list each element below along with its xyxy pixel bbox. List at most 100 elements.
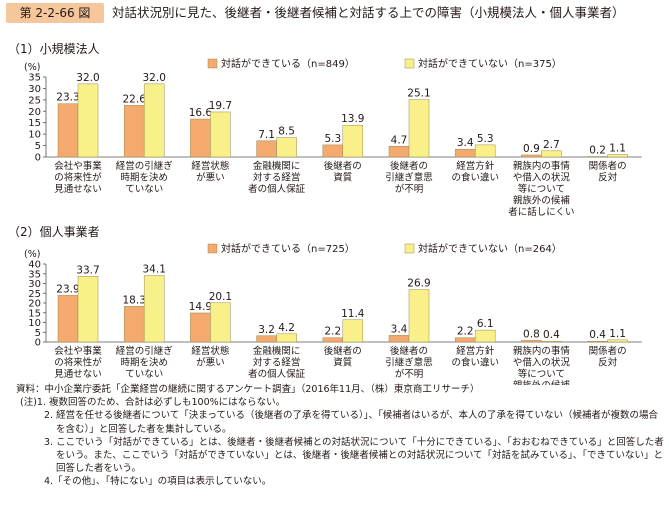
- bar-2-4: [342, 124, 364, 158]
- data-label-2-0: 33.7: [76, 264, 99, 276]
- y-tick-label: 20: [28, 107, 41, 118]
- bar-2-1: [143, 275, 165, 343]
- legend-label-1: 対話ができている（n=849）: [221, 57, 355, 70]
- y-tick-label: 30: [28, 279, 41, 290]
- bar-2-2: [210, 111, 231, 158]
- bar-2-7: [541, 340, 562, 343]
- y-tick-label: 10: [28, 318, 41, 329]
- bar-2-3: [276, 137, 297, 158]
- note-1: (注)1. 複数回答のため、合計は必ずしも100%にはならない。: [20, 397, 286, 409]
- x-tick-label: 経営方針の食い違い: [451, 345, 499, 369]
- x-tick-label: 金融機関に対する経営者の個人保証: [248, 345, 306, 380]
- bar-1-3: [256, 140, 277, 158]
- data-label-1-1: 18.3: [123, 294, 146, 306]
- bar-2-0: [77, 83, 99, 158]
- bar-1-1: [123, 306, 145, 343]
- bar-1-2: [190, 118, 211, 158]
- data-label-2-2: 20.1: [209, 291, 232, 303]
- x-tick-label: 後継者の引継ぎ意思が不明: [385, 160, 433, 195]
- data-label-1-7: 0.9: [523, 143, 540, 155]
- data-label-1-5: 3.4: [391, 323, 408, 335]
- y-tick-label: 20: [28, 299, 41, 310]
- figure-header: 第 2-2-66 図 対話状況別に見た、後継者・後継者候補と対話する上での障害（…: [0, 0, 669, 26]
- y-tick-label: 0: [35, 153, 41, 164]
- bar-1-0: [57, 103, 79, 158]
- data-label-1-0: 23.9: [56, 283, 79, 295]
- bar-1-5: [388, 335, 410, 343]
- x-tick-label: 経営の引継ぎ時期を決めていない: [116, 345, 174, 380]
- data-label-2-8: 1.1: [609, 142, 626, 154]
- data-label-2-3: 4.2: [278, 322, 295, 334]
- bar-1-7: [521, 154, 542, 158]
- y-tick-label: 15: [28, 308, 41, 319]
- y-tick-label: 10: [28, 130, 41, 141]
- y-tick-label: 35: [28, 269, 41, 280]
- note-2: 2. 経営を任せる後継者について「決まっている（後継者の了承を得ている）」、「候…: [44, 410, 659, 435]
- x-tick-label: 後継者の資質: [324, 345, 362, 369]
- data-label-2-8: 1.1: [609, 328, 626, 340]
- data-label-2-6: 5.3: [477, 133, 494, 145]
- legend-label-2: 対話ができていない（n=264）: [418, 242, 562, 255]
- bar-2-6: [474, 329, 496, 343]
- x-tick-label: 関係者の反対: [589, 346, 627, 369]
- x-tick-label: 会社や事業の将来性が見通せない: [54, 160, 102, 195]
- bar-1-5: [388, 146, 410, 158]
- data-label-1-4: 5.3: [324, 133, 341, 145]
- data-label-2-1: 34.1: [143, 264, 166, 276]
- data-label-2-1: 32.0: [143, 72, 166, 84]
- y-tick-label: 5: [35, 141, 41, 152]
- data-label-1-4: 2.2: [324, 326, 341, 338]
- data-label-2-3: 8.5: [278, 126, 295, 138]
- data-label-1-7: 0.8: [523, 328, 540, 340]
- data-label-1-6: 2.2: [457, 326, 474, 338]
- bar-1-6: [454, 148, 476, 158]
- legend-label-1: 対話ができている（n=725）: [221, 242, 355, 255]
- bar-1-7: [521, 340, 542, 343]
- footnotes: 資料：中小企業庁委託「企業経営の継続に関するアンケート調査」（2016年11月、…: [16, 383, 666, 489]
- data-label-1-3: 3.2: [258, 324, 275, 336]
- bar-2-0: [77, 276, 99, 343]
- bar-2-7: [541, 150, 562, 158]
- data-label-2-2: 19.7: [209, 100, 232, 112]
- legend-label-2: 対話ができていない（n=375）: [418, 57, 562, 70]
- y-tick-label: 15: [28, 118, 41, 129]
- data-label-2-7: 2.7: [543, 139, 560, 151]
- data-label-1-2: 16.6: [189, 107, 213, 119]
- data-label-2-6: 6.1: [477, 318, 494, 330]
- x-tick-label: 経営状態が悪い: [191, 160, 229, 184]
- bar-1-4: [322, 144, 344, 158]
- y-unit-label: (%): [24, 249, 40, 260]
- data-label-2-5: 26.9: [407, 278, 430, 290]
- bar-2-6: [474, 144, 496, 158]
- note-3: 3. ここでいう「対話ができている」とは、後継者・後継者候補との対話状況について…: [44, 436, 664, 475]
- source-note: 資料：中小企業庁委託「企業経営の継続に関するアンケート調査」（2016年11月、…: [16, 384, 480, 395]
- bar-2-5: [408, 289, 430, 343]
- bar-1-6: [454, 337, 476, 343]
- chart-small-corporations: 対話ができている（n=849） 対話ができていない（n=375） (%) 051015…: [24, 57, 642, 218]
- bar-1-1: [123, 105, 145, 158]
- bar-2-4: [342, 319, 364, 343]
- data-label-1-3: 7.1: [258, 129, 275, 141]
- x-tick-label: 親族内の事情や借入の状況等について親族外の候補者に話しにくい: [508, 345, 574, 385]
- data-label-1-2: 14.9: [189, 301, 212, 313]
- bar-1-8: [587, 340, 608, 343]
- y-tick-label: 0: [35, 338, 41, 349]
- x-tick-label: 後継者の引継ぎ意思が不明: [385, 345, 433, 380]
- data-label-2-4: 13.9: [341, 113, 364, 125]
- bar-1-2: [190, 312, 211, 343]
- data-label-2-0: 32.0: [76, 72, 99, 84]
- x-tick-label: 関係者の反対: [589, 161, 627, 184]
- y-tick-label: 25: [28, 95, 41, 106]
- y-tick-label: 40: [28, 260, 41, 271]
- section-label-sole-proprietors: （2）個人事業者: [8, 225, 100, 239]
- y-tick-label: 30: [28, 84, 41, 95]
- x-tick-label: 経営状態が悪い: [191, 345, 229, 369]
- data-label-2-7: 0.4: [543, 329, 560, 341]
- chart-sole-proprietors: 対話ができている（n=725） 対話ができていない（n=264） (%) 051015…: [24, 242, 642, 385]
- bar-1-4: [322, 337, 344, 343]
- section-label-small-corporations: （1）小規模法人: [8, 42, 100, 56]
- x-tick-label: 経営の引継ぎ時期を決めていない: [116, 160, 174, 195]
- bar-1-3: [256, 335, 277, 343]
- legend-swatch-2: [404, 58, 415, 69]
- x-tick-label: 経営方針の食い違い: [451, 160, 499, 184]
